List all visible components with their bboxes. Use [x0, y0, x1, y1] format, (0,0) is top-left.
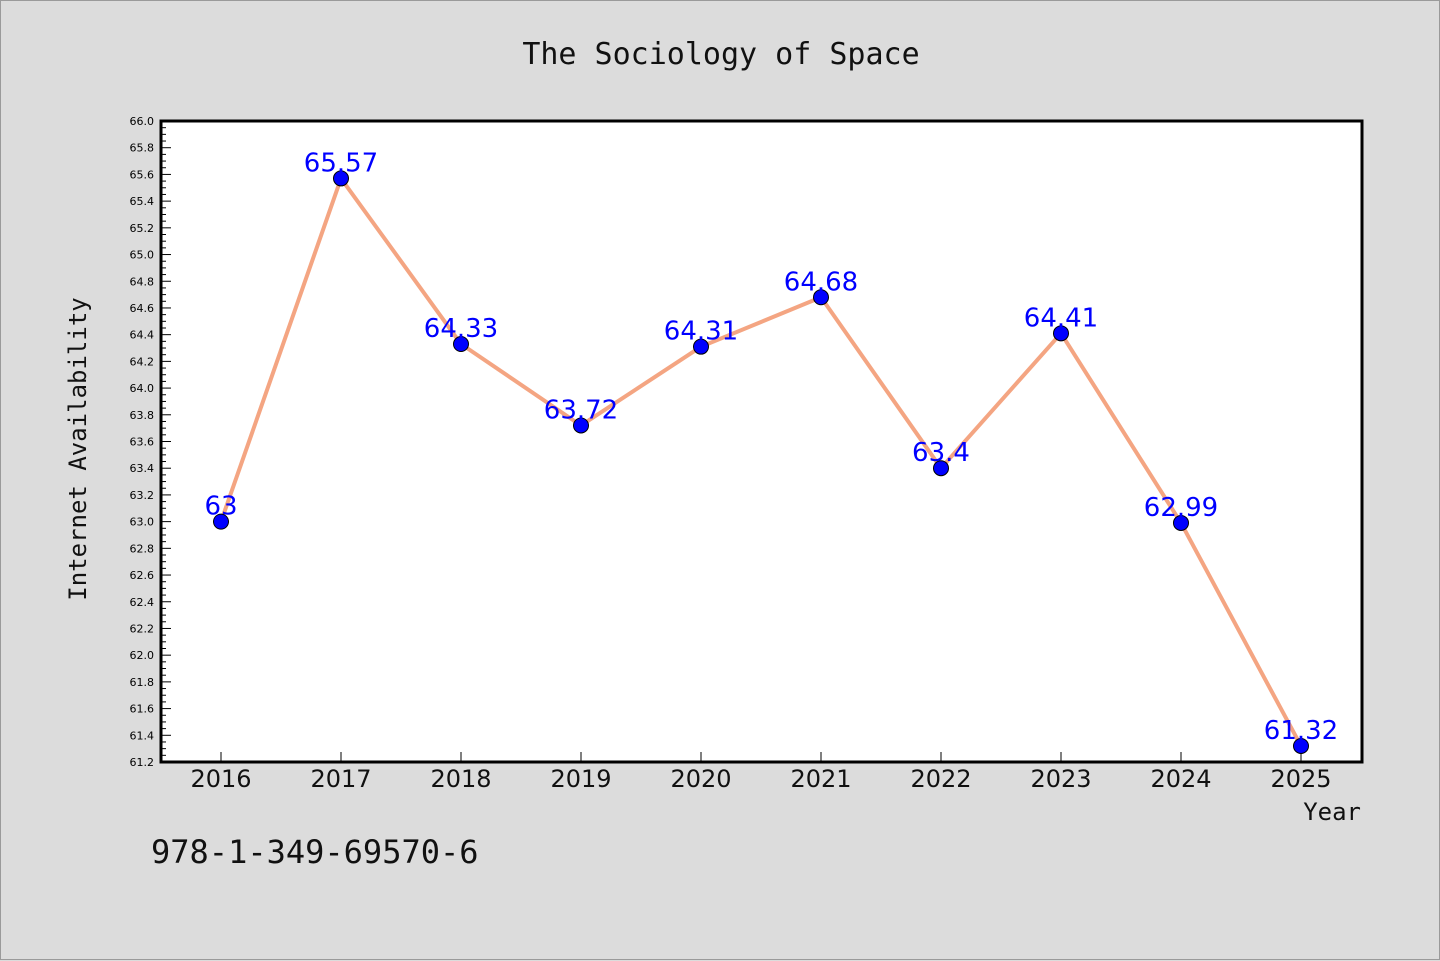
data-label: 64.31 — [664, 317, 738, 347]
plot-area — [161, 121, 1362, 762]
data-point[interactable] — [693, 338, 709, 355]
y-tick-label: 62.2 — [130, 622, 155, 635]
data-label: 62.99 — [1144, 493, 1218, 523]
y-tick-label: 63.8 — [130, 409, 155, 422]
y-tick-label: 61.8 — [130, 676, 155, 689]
data-point[interactable] — [573, 417, 589, 434]
y-tick-label: 66.0 — [130, 115, 155, 128]
data-label: 64.68 — [784, 267, 858, 297]
data-point[interactable] — [1293, 737, 1309, 754]
y-tick-label: 61.2 — [130, 756, 155, 769]
y-tick-label: 65.8 — [130, 142, 155, 155]
x-tick-label: 2022 — [910, 765, 971, 793]
x-tick-label: 2024 — [1150, 765, 1211, 793]
y-tick-label: 64.2 — [130, 355, 155, 368]
data-label: 65.57 — [304, 148, 378, 178]
y-tick-label: 64.0 — [130, 382, 155, 395]
y-tick-label: 64.8 — [130, 275, 155, 288]
y-tick-label: 65.6 — [130, 168, 155, 181]
data-point[interactable] — [813, 289, 829, 306]
x-axis-title: Year — [1303, 798, 1361, 826]
y-tick-label: 63.6 — [130, 436, 155, 449]
y-tick-label: 62.0 — [130, 649, 155, 662]
x-tick-label: 2020 — [670, 765, 731, 793]
x-axis: 2016 2017 2018 2019 2020 2021 2022 2023 2024 2025 — [190, 752, 1332, 793]
y-tick-label: 61.6 — [130, 703, 155, 716]
x-tick-label: 2016 — [190, 765, 251, 793]
data-label: 63.72 — [544, 395, 618, 425]
series-line — [219, 176, 1303, 747]
x-tick-label: 2025 — [1270, 765, 1331, 793]
y-tick-label: 64.4 — [130, 329, 155, 342]
data-point[interactable] — [333, 170, 349, 187]
y-tick-label: 64.6 — [130, 302, 155, 315]
data-label: 63 — [204, 492, 237, 522]
y-tick-label: 63.4 — [130, 462, 155, 475]
x-tick-label: 2017 — [310, 765, 371, 793]
y-tick-label: 62.8 — [130, 542, 155, 555]
y-tick-label: 65.0 — [130, 249, 155, 262]
data-point[interactable] — [933, 460, 949, 477]
data-point[interactable] — [1053, 325, 1069, 342]
y-tick-label: 62.4 — [130, 596, 155, 609]
y-tick-label: 62.6 — [130, 569, 155, 582]
y-axis-title: Internet Availability — [64, 297, 92, 600]
y-tick-label: 65.2 — [130, 222, 155, 235]
x-tick-label: 2019 — [550, 765, 611, 793]
x-tick-label: 2021 — [790, 765, 851, 793]
x-tick-label: 2023 — [1030, 765, 1091, 793]
y-tick-label: 61.4 — [130, 729, 155, 742]
data-point[interactable] — [213, 513, 229, 530]
data-label: 64.33 — [424, 314, 498, 344]
y-axis: 61.2 61.4 61.6 61.8 62.0 62.2 62.4 62.6 62.8 63.0… — [130, 115, 171, 769]
y-tick-label: 65.4 — [130, 195, 155, 208]
isbn-text: 978-1-349-69570-6 — [151, 833, 479, 871]
data-label: 63.4 — [912, 438, 970, 468]
x-tick-label: 2018 — [430, 765, 491, 793]
y-tick-label: 63.2 — [130, 489, 155, 502]
data-label: 64.41 — [1024, 303, 1098, 333]
data-label: 61.32 — [1264, 716, 1338, 746]
data-point[interactable] — [453, 336, 469, 353]
series: 63 65.57 64.33 63.72 64.31 64.68 63.4 64.41 62.9… — [204, 148, 1338, 754]
plot-border — [159, 119, 1364, 764]
chart-title: The Sociology of Space — [522, 37, 919, 72]
data-point[interactable] — [1173, 514, 1189, 531]
y-tick-label: 63.0 — [130, 516, 155, 529]
